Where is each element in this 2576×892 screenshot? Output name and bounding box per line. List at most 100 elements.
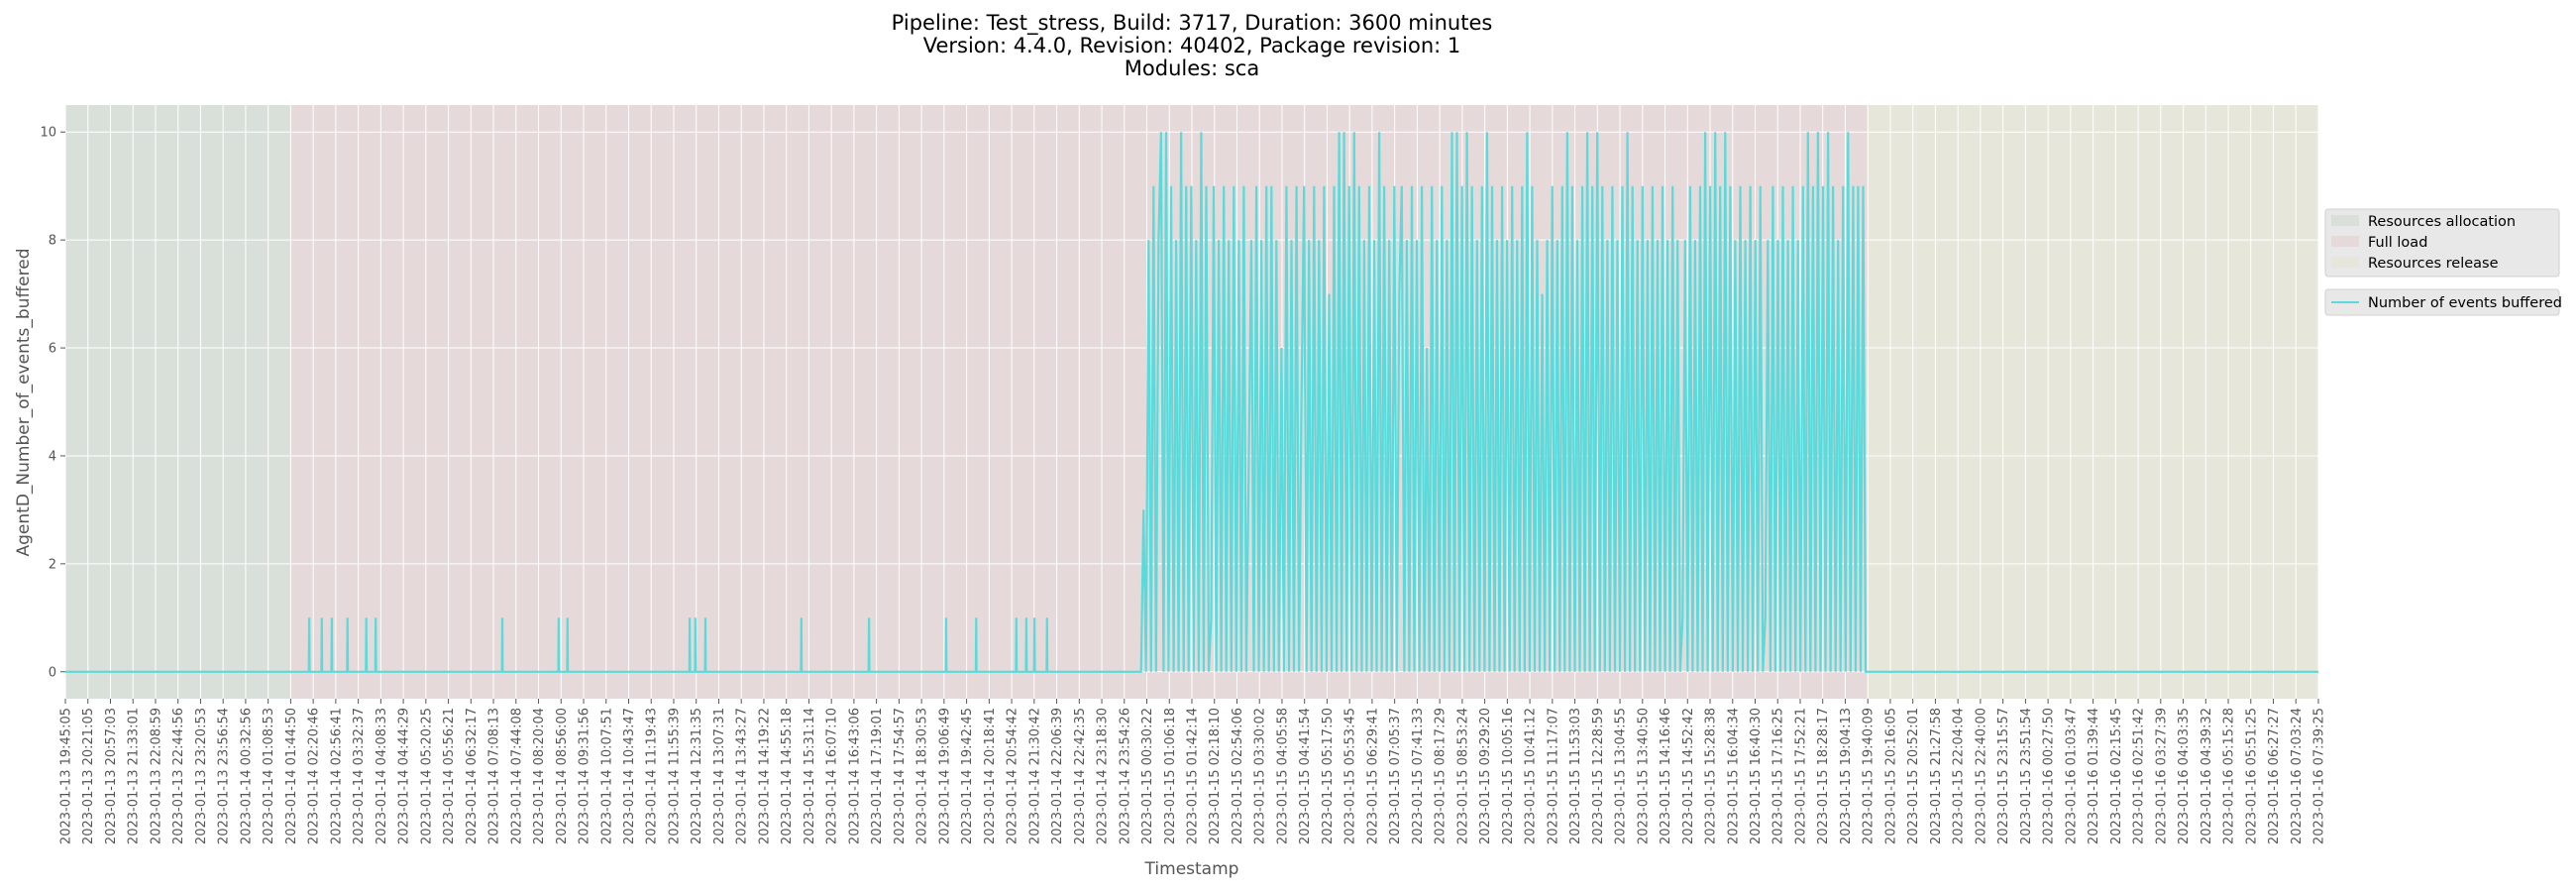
x-tick-label: 2023-01-14 03:32:37 — [352, 708, 367, 844]
x-tick-label: 2023-01-15 11:17:07 — [1546, 708, 1560, 844]
y-tick-label: 2 — [49, 557, 56, 572]
x-tick-label: 2023-01-14 05:20:25 — [419, 708, 434, 844]
x-tick-label: 2023-01-15 09:29:20 — [1478, 708, 1493, 844]
x-tick-label: 2023-01-13 19:45:05 — [59, 708, 74, 844]
x-tick-label: 2023-01-16 01:03:47 — [2064, 708, 2079, 844]
x-tick-label: 2023-01-14 06:32:17 — [465, 708, 480, 844]
x-tick-label: 2023-01-13 22:08:59 — [149, 708, 163, 844]
x-tick-label: 2023-01-14 16:07:10 — [825, 708, 840, 844]
x-tick-label: 2023-01-15 04:41:54 — [1298, 708, 1313, 844]
x-tick-label: 2023-01-15 05:17:50 — [1321, 708, 1336, 844]
legend-swatch-allocation — [2331, 215, 2359, 226]
x-tick-label: 2023-01-16 00:27:50 — [2042, 708, 2057, 844]
legend-label-events-buffered: Number of events buffered — [2368, 295, 2562, 311]
x-tick-label: 2023-01-15 11:53:03 — [1568, 708, 1583, 844]
x-tick-label: 2023-01-14 16:43:06 — [847, 708, 862, 844]
x-tick-label: 2023-01-14 22:42:35 — [1073, 708, 1088, 844]
x-tick-label: 2023-01-15 19:04:13 — [1839, 708, 1854, 844]
x-tick-label: 2023-01-14 23:18:30 — [1096, 708, 1111, 844]
series-layer — [65, 132, 2318, 673]
x-tick-label: 2023-01-15 16:04:34 — [1726, 708, 1741, 844]
x-tick-label: 2023-01-15 10:05:16 — [1501, 708, 1516, 844]
x-tick-label: 2023-01-15 02:54:06 — [1231, 708, 1245, 844]
x-tick-label: 2023-01-15 14:16:46 — [1659, 708, 1673, 844]
x-tick-label: 2023-01-15 08:17:29 — [1434, 708, 1449, 844]
x-tick-label: 2023-01-13 21:33:01 — [127, 708, 142, 844]
legend-swatch-full-load — [2331, 236, 2359, 247]
x-tick-label: 2023-01-16 02:51:42 — [2132, 708, 2147, 844]
legend-phases: Resources allocation Full load Resources… — [2324, 208, 2560, 278]
y-tick-label: 6 — [49, 342, 56, 357]
x-axis-label: Timestamp — [1144, 859, 1239, 879]
x-tick-label: 2023-01-14 14:19:22 — [757, 708, 772, 844]
x-axis: 2023-01-13 19:45:05 2023-01-13 20:21:05 20… — [59, 699, 2327, 844]
legend-lines-box — [2324, 288, 2560, 316]
chart-title-line-1: Pipeline: Test_stress, Build: 3717, Dura… — [892, 11, 1493, 36]
x-tick-label: 2023-01-14 07:44:08 — [509, 708, 524, 844]
x-tick-label: 2023-01-15 13:04:55 — [1614, 708, 1629, 844]
x-tick-label: 2023-01-16 04:03:35 — [2177, 708, 2192, 844]
legend-phases-box — [2324, 208, 2560, 278]
x-tick-label: 2023-01-14 19:06:49 — [937, 708, 952, 844]
legend-lines: Number of events buffered — [2324, 288, 2562, 316]
x-tick-label: 2023-01-14 00:32:56 — [239, 708, 254, 844]
chart-title-line-3: Modules: sca — [1125, 56, 1259, 80]
x-tick-label: 2023-01-15 12:28:59 — [1591, 708, 1606, 844]
x-tick-label: 2023-01-14 13:43:27 — [735, 708, 750, 844]
x-tick-label: 2023-01-14 22:06:39 — [1050, 708, 1065, 844]
x-tick-label: 2023-01-14 01:08:53 — [262, 708, 276, 844]
y-tick-label: 10 — [40, 126, 56, 141]
x-tick-label: 2023-01-15 23:15:57 — [1996, 708, 2011, 844]
x-tick-label: 2023-01-16 01:39:44 — [2087, 708, 2101, 844]
y-tick-label: 0 — [49, 665, 56, 680]
y-axis-label: AgentD_Number_of_events_buffered — [14, 249, 34, 557]
y-tick-label: 4 — [49, 449, 56, 464]
x-tick-label: 2023-01-14 17:19:01 — [870, 708, 885, 844]
x-tick-label: 2023-01-15 21:27:58 — [1929, 708, 1944, 844]
legend-label-allocation: Resources allocation — [2368, 214, 2516, 230]
x-tick-label: 2023-01-16 02:15:45 — [2109, 708, 2124, 844]
x-tick-label: 2023-01-16 07:39:25 — [2312, 708, 2327, 844]
x-tick-label: 2023-01-16 06:27:27 — [2267, 708, 2282, 844]
x-tick-label: 2023-01-14 01:44:50 — [284, 708, 299, 844]
y-axis: 0 2 4 6 8 10 — [40, 126, 65, 680]
x-tick-label: 2023-01-15 14:52:42 — [1681, 708, 1696, 844]
x-tick-label: 2023-01-15 20:16:05 — [1883, 708, 1898, 844]
x-tick-label: 2023-01-15 01:42:14 — [1186, 708, 1201, 844]
x-tick-label: 2023-01-14 20:54:42 — [1006, 708, 1020, 844]
chart-title-line-2: Version: 4.4.0, Revision: 40402, Package… — [923, 34, 1461, 57]
x-tick-label: 2023-01-14 04:08:33 — [375, 708, 389, 844]
x-tick-label: 2023-01-14 18:30:53 — [915, 708, 930, 844]
x-tick-label: 2023-01-13 20:21:05 — [81, 708, 96, 844]
series-line-events-buffered — [65, 132, 2318, 673]
x-tick-label: 2023-01-15 07:05:37 — [1388, 708, 1403, 844]
x-tick-label: 2023-01-14 11:19:43 — [645, 708, 660, 844]
x-tick-label: 2023-01-16 04:39:32 — [2200, 708, 2214, 844]
x-tick-label: 2023-01-16 05:51:25 — [2244, 708, 2259, 844]
x-tick-label: 2023-01-15 22:04:04 — [1952, 708, 1967, 844]
x-tick-label: 2023-01-15 10:41:12 — [1524, 708, 1539, 844]
x-tick-label: 2023-01-15 03:30:02 — [1253, 708, 1268, 844]
x-tick-label: 2023-01-14 12:31:35 — [690, 708, 704, 844]
legend-label-release: Resources release — [2368, 256, 2499, 272]
y-tick-label: 8 — [49, 234, 56, 249]
x-tick-label: 2023-01-14 13:07:31 — [712, 708, 727, 844]
x-tick-label: 2023-01-16 03:27:39 — [2154, 708, 2169, 844]
x-tick-label: 2023-01-13 23:56:54 — [217, 708, 232, 844]
x-tick-label: 2023-01-13 20:57:03 — [104, 708, 119, 844]
x-tick-label: 2023-01-14 09:31:56 — [578, 708, 592, 844]
x-tick-label: 2023-01-15 07:41:33 — [1411, 708, 1426, 844]
x-tick-label: 2023-01-14 14:55:18 — [780, 708, 795, 844]
x-tick-label: 2023-01-14 23:54:26 — [1118, 708, 1132, 844]
x-tick-label: 2023-01-15 00:30:22 — [1140, 708, 1155, 844]
x-tick-label: 2023-01-14 20:18:41 — [983, 708, 998, 844]
x-tick-label: 2023-01-15 06:29:41 — [1365, 708, 1380, 844]
x-tick-label: 2023-01-15 01:06:18 — [1163, 708, 1178, 844]
x-tick-label: 2023-01-15 15:28:38 — [1704, 708, 1719, 844]
x-tick-label: 2023-01-14 08:20:04 — [532, 708, 547, 844]
x-tick-label: 2023-01-15 02:18:10 — [1208, 708, 1223, 844]
x-tick-label: 2023-01-14 21:30:42 — [1027, 708, 1042, 844]
legend-label-full-load: Full load — [2368, 235, 2427, 251]
x-tick-label: 2023-01-14 11:55:39 — [667, 708, 682, 844]
